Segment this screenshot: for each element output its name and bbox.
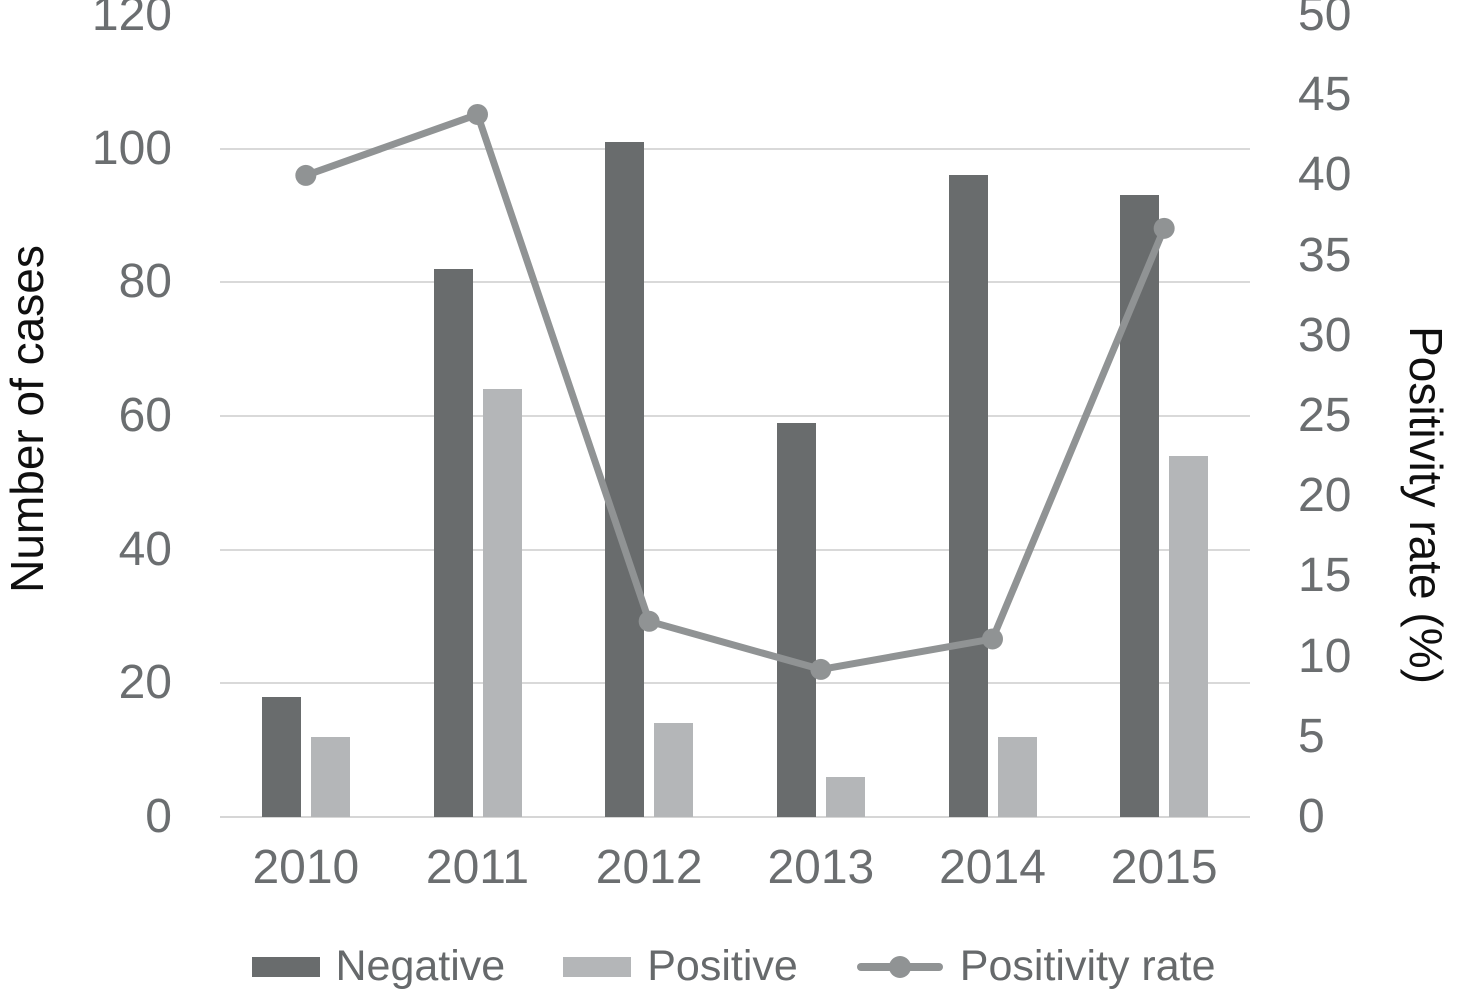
x-axis-category-label: 2015 [1110, 841, 1218, 894]
right-axis-tick-label: 20 [1298, 469, 1352, 523]
x-axis-category-label: 2011 [425, 841, 530, 894]
left-axis-tick-label: 100 [91, 121, 172, 175]
x-axis-line [220, 816, 1250, 818]
bar-negative-2010 [261, 696, 301, 817]
left-axis-tick-label: 80 [118, 255, 172, 309]
bar-negative-2014 [948, 175, 988, 817]
left-axis-tick-label: 0 [145, 790, 172, 843]
legend-item-positive: Positive [563, 942, 798, 991]
bar-positive-2011 [482, 389, 522, 817]
right-axis-tick-label: 35 [1298, 228, 1352, 282]
bar-negative-2011 [433, 268, 473, 817]
legend-line-marker-icon [856, 954, 944, 980]
legend-swatch-positive-icon [563, 956, 632, 977]
right-axis-tick-label: 15 [1298, 549, 1352, 603]
left-axis-title: Number of cases [1, 245, 53, 593]
left-axis-tick-label: 120 [91, 0, 172, 41]
bar-negative-2015 [1120, 195, 1160, 817]
gridline [220, 147, 1250, 150]
right-axis-title: Positivity rate (%) [1400, 326, 1452, 684]
right-axis-tick-label: 50 [1298, 0, 1352, 41]
gridline [220, 415, 1250, 417]
right-axis-tick-label: 40 [1298, 148, 1352, 202]
gridline [220, 548, 1250, 551]
line-marker-2011 [467, 103, 488, 125]
legend-label: Negative [335, 942, 506, 990]
bar-positive-2010 [310, 736, 350, 817]
bar-negative-2012 [605, 141, 645, 817]
legend-label: Positivity rate [959, 942, 1216, 990]
left-axis-tick-label: 40 [118, 522, 172, 576]
bar-positive-2015 [1169, 456, 1209, 817]
gridline [220, 281, 1250, 284]
right-axis-tick-label: 30 [1298, 308, 1352, 362]
legend-label: Positive [647, 942, 798, 990]
right-axis-tick-label: 10 [1298, 629, 1352, 683]
line-marker-2010 [295, 164, 317, 186]
bar-negative-2013 [776, 422, 816, 817]
x-axis-category-label: 2013 [767, 841, 875, 894]
right-axis-tick-label: 5 [1298, 709, 1325, 763]
legend-item-positivity-rate: Positivity rate [856, 942, 1216, 991]
x-axis-category-label: 2012 [595, 841, 703, 894]
legend-swatch-negative-icon [251, 956, 320, 977]
x-axis-category-label: 2010 [252, 841, 360, 894]
legend: Negative Positive Positivity rate [0, 942, 1467, 991]
right-axis-tick-label: 0 [1298, 790, 1325, 843]
bar-positive-2013 [825, 776, 865, 817]
legend-item-negative: Negative [251, 942, 506, 991]
right-axis-tick-label: 25 [1298, 389, 1352, 442]
gridline [220, 682, 1250, 685]
bar-positive-2014 [997, 736, 1037, 817]
right-axis-tick-label: 45 [1298, 68, 1352, 122]
bar-positive-2012 [654, 723, 694, 817]
left-axis-tick-label: 60 [118, 389, 172, 442]
left-axis-tick-label: 20 [118, 656, 172, 710]
x-axis-category-label: 2014 [939, 841, 1046, 894]
